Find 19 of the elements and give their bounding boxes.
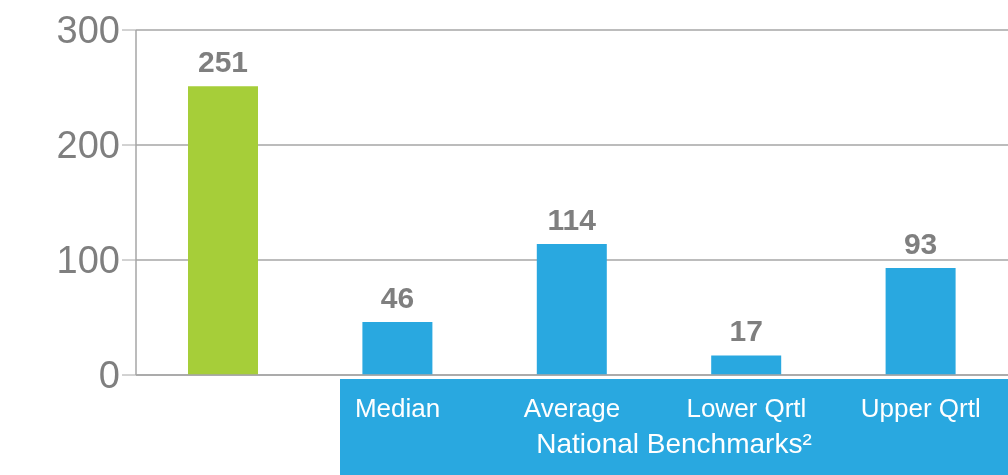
bar <box>885 268 956 375</box>
y-tick-label: 200 <box>56 124 120 167</box>
y-tick-label: 100 <box>56 239 120 282</box>
bar <box>711 355 782 375</box>
text: National Benchmarks² <box>536 428 812 459</box>
data-label: 93 <box>903 227 938 261</box>
bar <box>536 243 607 375</box>
y-tick-label: 300 <box>56 9 120 52</box>
data-label: 46 <box>380 281 415 315</box>
data-label: 17 <box>729 314 763 348</box>
x-tick-label: Lower Qrtl <box>686 393 807 423</box>
x-tick-label: Upper Qrtl <box>860 393 981 423</box>
x-tick-label: Median <box>354 393 441 423</box>
data-label: 114 <box>547 202 597 236</box>
bar <box>188 86 258 375</box>
data-label: 251 <box>197 45 249 79</box>
y-tick-label: 0 <box>98 354 120 397</box>
bar <box>362 322 433 375</box>
x-tick-label: Average <box>523 393 621 423</box>
